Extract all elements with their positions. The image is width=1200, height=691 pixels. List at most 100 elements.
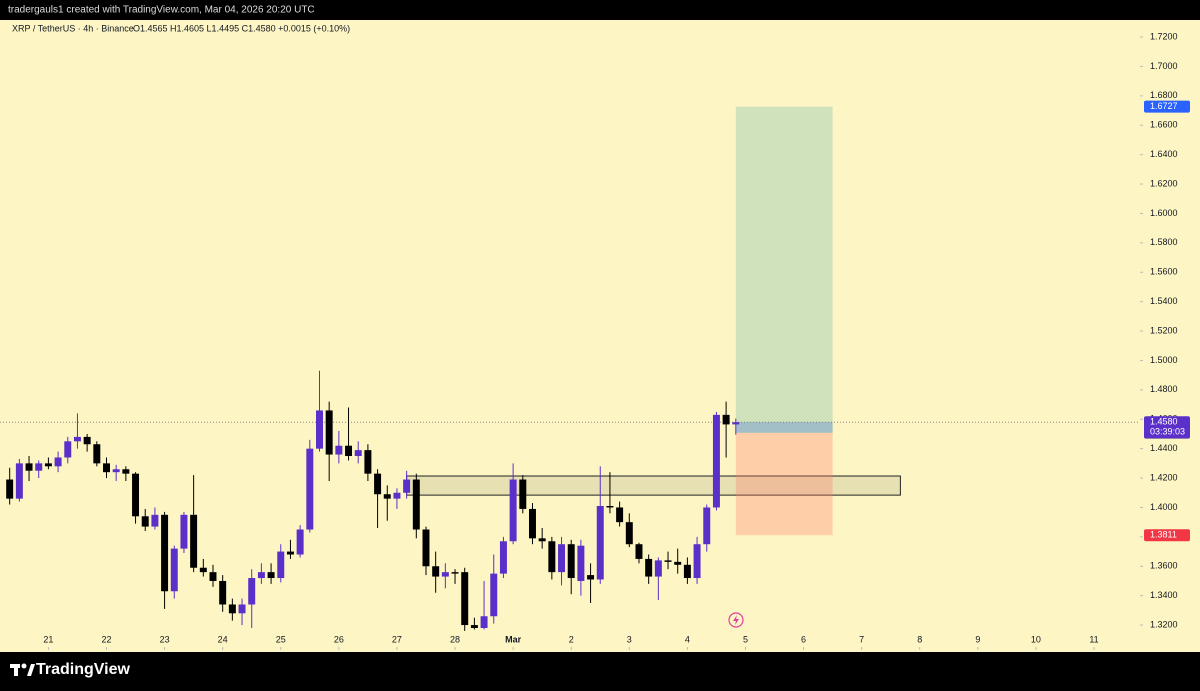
y-tick-label: 1.3400 — [1150, 590, 1178, 600]
candle-body — [316, 410, 323, 449]
candle-body — [470, 625, 478, 629]
x-tick-label: 26 — [334, 634, 344, 644]
candle-body — [654, 560, 662, 577]
x-tick-label: 7 — [859, 634, 864, 644]
y-tick-label: 1.7200 — [1150, 31, 1178, 41]
x-tick-label: 22 — [101, 634, 111, 644]
candle-body — [267, 572, 275, 579]
x-tick-label: 6 — [801, 634, 806, 644]
y-tick-label: 1.6000 — [1150, 208, 1178, 218]
candle-body — [451, 572, 459, 574]
x-tick-label: 5 — [743, 634, 748, 644]
x-tick-label: 10 — [1031, 634, 1041, 644]
y-tick-label: 1.6200 — [1150, 178, 1178, 188]
candle-body — [219, 580, 227, 605]
candle-body — [345, 445, 353, 457]
candle-body — [354, 450, 362, 457]
candle-body — [722, 414, 730, 425]
target-area — [735, 106, 833, 433]
candle-body — [587, 575, 595, 580]
candle-body — [199, 567, 207, 573]
candle-body — [403, 479, 411, 493]
candle-body — [645, 558, 653, 577]
y-tick-label: 1.7000 — [1150, 61, 1178, 71]
ohlc-legend: O1.4565 H1.4605 L1.4495 C1.4580 +0.0015 … — [133, 23, 350, 33]
last-price-box — [1144, 416, 1190, 439]
candle-body — [83, 436, 91, 445]
candle-body — [383, 494, 391, 499]
candle-body — [567, 544, 575, 579]
candle-body — [596, 505, 604, 580]
x-tick-label: 21 — [43, 634, 53, 644]
candle-body — [674, 561, 682, 565]
target-label: 1.6727 — [1150, 101, 1178, 111]
candle-body — [190, 514, 198, 568]
stop-area — [735, 432, 833, 536]
candle-body — [364, 450, 372, 474]
y-tick-label: 1.6800 — [1150, 90, 1178, 100]
x-tick-label: 27 — [392, 634, 402, 644]
y-tick-label: 1.3200 — [1150, 619, 1178, 629]
candle-body — [141, 516, 149, 527]
y-tick-label: 1.5600 — [1150, 267, 1178, 277]
y-tick-label: 1.4400 — [1150, 443, 1178, 453]
x-tick-label: 9 — [975, 634, 980, 644]
candle-body — [248, 578, 256, 605]
y-tick-label: 1.6400 — [1150, 149, 1178, 159]
x-tick-label: 23 — [160, 634, 170, 644]
candle-body — [616, 507, 624, 523]
tv-logo — [10, 663, 35, 676]
candle-body — [635, 544, 643, 559]
candle-body — [538, 538, 546, 542]
candle-body — [132, 473, 140, 517]
x-tick-label: 8 — [917, 634, 922, 644]
x-tick-label: 2 — [569, 634, 574, 644]
x-tick-label: 11 — [1089, 634, 1098, 644]
candle-body — [25, 463, 33, 471]
candle-body — [122, 469, 130, 474]
y-tick-label: 1.5200 — [1150, 325, 1178, 335]
candle-body — [693, 544, 701, 579]
y-tick-label: 1.6600 — [1150, 120, 1178, 130]
y-tick-label: 1.4000 — [1150, 502, 1178, 512]
x-tick-label: 28 — [450, 634, 460, 644]
replay-icon — [728, 612, 744, 628]
countdown: 03:39:03 — [1150, 427, 1185, 437]
candle-body — [712, 414, 720, 508]
last-price-label: 1.4580 — [1150, 417, 1178, 427]
candle-body — [548, 541, 556, 573]
candle-body — [335, 445, 343, 455]
candle-body — [519, 479, 527, 509]
y-tick-label: 1.3600 — [1150, 561, 1178, 571]
target-label-box — [1144, 100, 1190, 113]
candle-body — [64, 441, 72, 458]
candle-body — [441, 572, 449, 577]
candle-body — [606, 505, 614, 508]
y-tick-label: 1.5000 — [1150, 355, 1178, 365]
candle-body — [393, 492, 401, 499]
candle-body — [499, 541, 507, 574]
candle-body — [6, 479, 14, 499]
candle-body — [257, 572, 265, 579]
candle-body — [625, 522, 633, 545]
candle-body — [238, 604, 246, 614]
x-tick-label: 25 — [276, 634, 286, 644]
x-tick-label: 24 — [218, 634, 228, 644]
candle-body — [490, 573, 498, 617]
candle-body — [112, 469, 120, 473]
candle-body — [461, 572, 469, 626]
candle-body — [296, 529, 304, 555]
candle-body — [209, 572, 217, 581]
candle-body — [286, 551, 294, 555]
candle-body — [161, 514, 169, 592]
candle-body — [103, 463, 110, 473]
candle-body — [422, 529, 430, 567]
x-tick-label: 4 — [685, 634, 690, 644]
candle-body — [480, 616, 488, 629]
candle-body — [664, 560, 672, 562]
candle-body — [170, 548, 178, 592]
candle-body — [558, 544, 566, 573]
candle-body — [412, 479, 420, 530]
open-profit — [735, 422, 833, 433]
